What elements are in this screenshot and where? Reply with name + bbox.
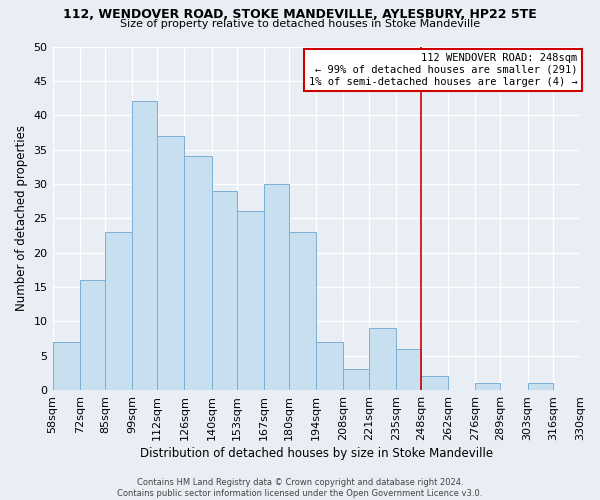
Bar — [475, 383, 500, 390]
Bar — [421, 376, 448, 390]
Bar — [184, 156, 212, 390]
Bar — [80, 280, 105, 390]
Bar — [212, 191, 237, 390]
Bar — [53, 342, 80, 390]
Bar — [264, 184, 289, 390]
Bar — [527, 383, 553, 390]
Bar — [157, 136, 184, 390]
Bar — [316, 342, 343, 390]
Y-axis label: Number of detached properties: Number of detached properties — [15, 126, 28, 312]
Bar — [105, 232, 132, 390]
Text: Size of property relative to detached houses in Stoke Mandeville: Size of property relative to detached ho… — [120, 19, 480, 29]
Bar — [132, 102, 157, 390]
Bar — [343, 370, 368, 390]
Text: 112 WENDOVER ROAD: 248sqm
← 99% of detached houses are smaller (291)
1% of semi-: 112 WENDOVER ROAD: 248sqm ← 99% of detac… — [308, 54, 577, 86]
X-axis label: Distribution of detached houses by size in Stoke Mandeville: Distribution of detached houses by size … — [140, 447, 493, 460]
Bar — [237, 212, 264, 390]
Bar — [368, 328, 396, 390]
Text: 112, WENDOVER ROAD, STOKE MANDEVILLE, AYLESBURY, HP22 5TE: 112, WENDOVER ROAD, STOKE MANDEVILLE, AY… — [63, 8, 537, 20]
Bar — [396, 349, 421, 390]
Bar — [289, 232, 316, 390]
Text: Contains HM Land Registry data © Crown copyright and database right 2024.
Contai: Contains HM Land Registry data © Crown c… — [118, 478, 482, 498]
